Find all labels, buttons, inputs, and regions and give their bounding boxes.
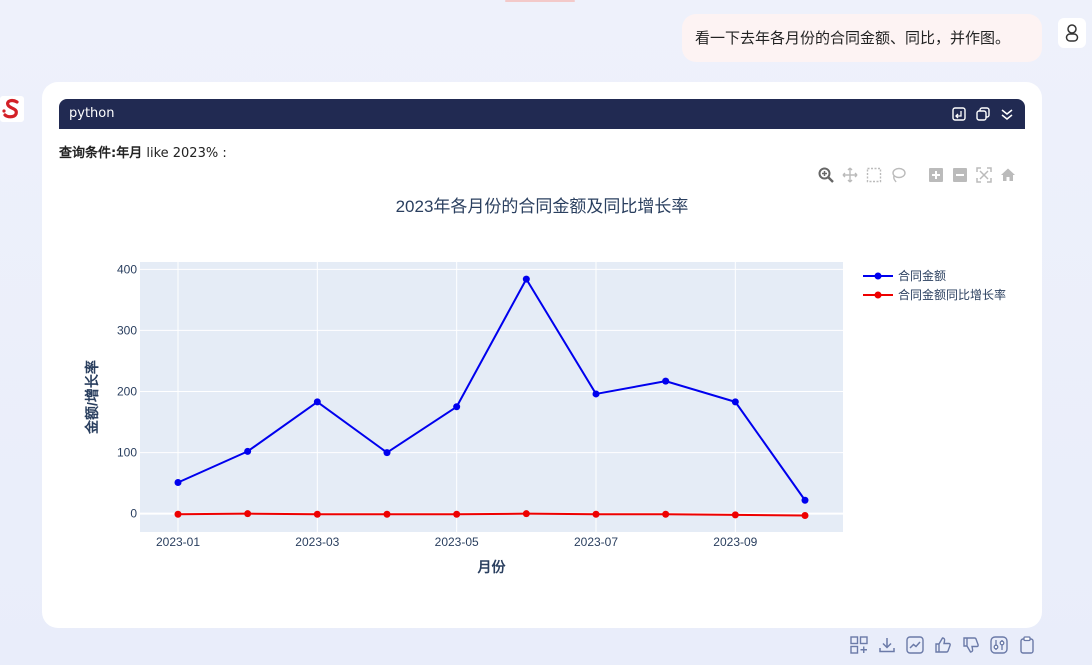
code-language-label: python xyxy=(69,106,115,121)
message-actions-bar xyxy=(850,634,1036,656)
legend-entry: 合同金额 xyxy=(898,268,946,283)
data-point xyxy=(801,512,809,520)
data-point xyxy=(244,510,252,518)
series-line-2 xyxy=(177,512,806,517)
user-message-text: 看一下去年各月份的合同金额、同比，并作图。 xyxy=(695,29,1011,47)
zoom-icon[interactable] xyxy=(817,166,835,184)
code-block-header: python xyxy=(59,99,1025,129)
user-message-bubble: 看一下去年各月份的合同金额、同比，并作图。 xyxy=(682,14,1042,62)
plot-area xyxy=(140,262,843,532)
y-tick-label: 400 xyxy=(117,262,137,276)
y-axis-label: 金额/增长率 xyxy=(84,360,100,435)
data-point xyxy=(453,510,461,518)
user-avatar-icon[interactable] xyxy=(1058,18,1086,48)
y-tick-label: 100 xyxy=(117,446,137,460)
data-point xyxy=(522,510,530,518)
data-point xyxy=(313,398,321,406)
data-point xyxy=(662,377,670,385)
data-point xyxy=(592,390,600,398)
x-tick-label: 2023-01 xyxy=(156,535,200,549)
top-divider xyxy=(505,0,575,2)
query-label: 查询条件: xyxy=(59,146,117,161)
grid-layout-icon[interactable] xyxy=(850,635,868,655)
y-tick-label: 300 xyxy=(117,323,137,337)
data-point xyxy=(174,510,182,518)
assistant-logo-icon xyxy=(0,96,24,122)
x-tick-label: 2023-03 xyxy=(295,535,339,549)
zoom-in-icon[interactable] xyxy=(927,166,945,184)
collapse-chevron-icon[interactable] xyxy=(999,106,1015,122)
query-value: like 2023% : xyxy=(142,146,227,161)
copy-icon[interactable] xyxy=(975,106,991,122)
lasso-select-icon[interactable] xyxy=(889,166,907,184)
legend-entry: 合同金额同比增长率 xyxy=(898,287,1006,302)
data-point xyxy=(313,510,321,518)
x-tick-label: 2023-09 xyxy=(713,535,757,549)
chart-modebar xyxy=(817,166,1017,184)
insert-code-icon[interactable] xyxy=(951,106,967,122)
chart-title: 2023年各月份的合同金额及同比增长率 xyxy=(396,197,689,216)
data-point xyxy=(801,496,809,504)
thumbs-up-icon[interactable] xyxy=(934,635,952,655)
y-tick-label: 0 xyxy=(130,507,137,521)
data-point xyxy=(522,275,530,283)
pan-icon[interactable] xyxy=(841,166,859,184)
data-point xyxy=(174,479,182,487)
y-tick-label: 200 xyxy=(117,385,137,399)
box-select-icon[interactable] xyxy=(865,166,883,184)
autoscale-icon[interactable] xyxy=(975,166,993,184)
clipboard-icon[interactable] xyxy=(1018,635,1036,655)
data-point xyxy=(244,447,252,455)
query-condition: 查询条件:年月 like 2023% : xyxy=(59,142,227,161)
x-tick-label: 2023-07 xyxy=(574,535,618,549)
trend-chart-icon[interactable] xyxy=(906,635,924,655)
query-field: 年月 xyxy=(116,146,143,161)
x-tick-label: 2023-05 xyxy=(435,535,479,549)
data-point xyxy=(731,398,739,406)
data-point xyxy=(383,449,391,457)
data-point xyxy=(662,510,670,518)
x-axis-label: 月份 xyxy=(477,559,507,575)
settings-sliders-icon[interactable] xyxy=(990,635,1008,655)
series-line-1 xyxy=(177,278,806,501)
zoom-out-icon[interactable] xyxy=(951,166,969,184)
data-point xyxy=(383,510,391,518)
reset-axes-home-icon[interactable] xyxy=(999,166,1017,184)
thumbs-down-icon[interactable] xyxy=(962,635,980,655)
data-point xyxy=(592,510,600,518)
legend-marker xyxy=(874,272,882,280)
data-point xyxy=(453,403,461,411)
data-point xyxy=(731,511,739,519)
download-icon[interactable] xyxy=(878,635,896,655)
legend-marker xyxy=(874,291,882,299)
